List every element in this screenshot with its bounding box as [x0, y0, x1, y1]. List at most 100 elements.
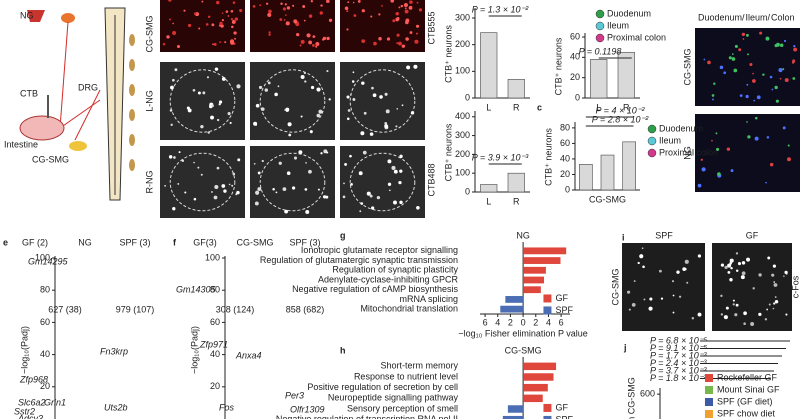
row-label: CG-SMG: [610, 269, 620, 306]
cell-signal: [773, 281, 776, 283]
cell-signal: [758, 273, 762, 277]
y-axis-title: CTB⁺ neurons: [443, 25, 453, 83]
drg-ganglia: [129, 34, 135, 171]
cell-signal: [745, 94, 749, 99]
cell-signal: [164, 185, 166, 187]
cell-signal: [198, 27, 201, 30]
cell-signal: [292, 4, 295, 7]
term-label: Ionotropic glutamate receptor signalling: [301, 245, 458, 255]
cell-signal: [234, 17, 239, 21]
cell-signal: [764, 318, 768, 321]
p-value: P = 1.7 × 10⁻³: [650, 350, 707, 360]
cell-signal: [392, 19, 396, 23]
x-tick-label: 6: [559, 317, 564, 327]
y-tick-label: 200: [455, 149, 470, 159]
cell-signal: [287, 122, 292, 127]
cell-signal: [328, 18, 333, 22]
cell-signal: [303, 72, 306, 75]
cell-signal: [627, 290, 631, 294]
stain-label: CTB555: [426, 11, 436, 44]
cell-signal: [257, 187, 262, 191]
cell-signal: [404, 20, 409, 25]
cell-signal: [342, 195, 346, 199]
x-tick-label: 2: [508, 317, 513, 327]
x-tick-label: 4: [546, 317, 551, 327]
bar: [507, 405, 524, 413]
legend-swatch: [543, 306, 552, 315]
cell-signal: [756, 95, 761, 100]
cell-signal: [373, 41, 377, 46]
legend-swatch: [647, 148, 657, 158]
cell-signal: [232, 172, 236, 176]
cell-signal: [280, 2, 283, 6]
legend-swatch: [647, 124, 657, 134]
y-tick-label: 80: [210, 285, 220, 295]
cell-signal: [283, 19, 286, 21]
cell-signal: [720, 263, 725, 267]
micrograph: [340, 62, 425, 140]
gene-label: Gm14305: [176, 284, 217, 294]
cell-signal: [347, 1, 350, 4]
term-label: Mitochondrial translation: [360, 304, 458, 314]
roi-outline: [349, 152, 416, 212]
column-label: GF: [746, 230, 759, 240]
cell-signal: [176, 44, 181, 49]
x-axis-title: −log₁₀ Fisher elimination P value: [458, 328, 587, 338]
cell-signal: [371, 206, 375, 210]
cell-signal: [416, 1, 419, 4]
p-value: P = 3.9 × 10⁻³: [472, 152, 529, 162]
legend-swatch: [543, 403, 552, 412]
panel-letter: c: [537, 102, 542, 112]
cell-signal: [255, 103, 260, 108]
cell-signal: [369, 194, 373, 198]
cell-signal: [173, 156, 176, 159]
cell-signal: [691, 317, 695, 320]
cell-signal: [785, 313, 788, 316]
micrograph: [160, 146, 245, 218]
p-value: P = 4 × 10⁻²: [596, 105, 646, 115]
y-tick-label: 0: [465, 92, 470, 102]
group-label: GF(3): [193, 237, 217, 247]
cell-signal: [775, 42, 780, 47]
cell-signal: [725, 306, 729, 310]
cg-smg-ganglion: [69, 141, 87, 151]
cell-signal: [758, 312, 762, 317]
bar: [590, 59, 608, 99]
cell-signal: [288, 133, 292, 137]
channel-label: Colon: [771, 12, 795, 22]
cell-signal: [221, 184, 226, 188]
channel-label: Ileum/: [746, 12, 771, 22]
cell-signal: [170, 123, 173, 126]
cell-signal: [284, 209, 288, 214]
cell-signal: [279, 18, 283, 21]
cell-signal: [395, 125, 398, 128]
bar: [502, 415, 524, 419]
cell-signal: [169, 109, 173, 112]
cell-signal: [703, 58, 706, 61]
cell-signal: [723, 71, 727, 75]
cell-signal: [735, 252, 739, 255]
cell-signal: [169, 155, 172, 158]
cell-signal: [272, 188, 275, 191]
p-value: P = 3.7 × 10⁻³: [650, 365, 707, 375]
cell-signal: [346, 117, 350, 121]
cell-signal: [729, 278, 733, 282]
cell-signal: [308, 169, 312, 174]
cell-signal: [320, 152, 323, 155]
cell-signal: [399, 200, 403, 205]
cell-signal: [361, 39, 366, 44]
x-tick-label: R: [513, 196, 520, 206]
cell-signal: [387, 159, 392, 164]
bar: [480, 184, 498, 193]
y-tick-label: 600: [640, 389, 655, 399]
cell-signal: [268, 9, 272, 14]
cell-signal: [711, 139, 713, 142]
term-label: Negative regulation of transcription RNA…: [276, 414, 458, 419]
cell-signal: [779, 77, 782, 80]
cell-signal: [672, 294, 675, 297]
cell-signal: [304, 80, 307, 83]
cell-signal: [791, 61, 795, 64]
cell-signal: [284, 3, 287, 6]
cell-signal: [257, 171, 261, 175]
cell-signal: [727, 270, 731, 274]
